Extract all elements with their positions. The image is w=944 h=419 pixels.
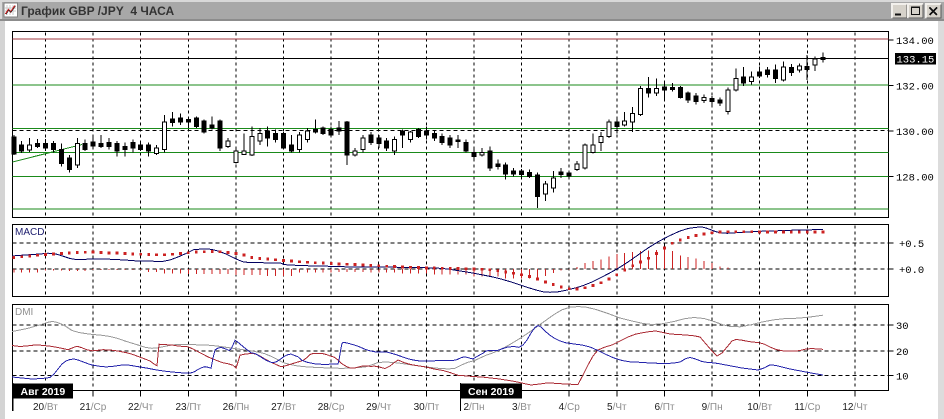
svg-text:+0.5: +0.5 (899, 239, 924, 251)
svg-text:2/Пн: 2/Пн (463, 402, 484, 413)
svg-text:22/Чт: 22/Чт (128, 402, 154, 413)
svg-text:134.00: 134.00 (896, 36, 934, 48)
svg-text:DMI: DMI (15, 307, 33, 318)
svg-text:4/Ср: 4/Ср (559, 402, 581, 413)
svg-text:Сен 2019: Сен 2019 (468, 386, 514, 398)
svg-text:Авг 2019: Авг 2019 (21, 386, 66, 398)
svg-text:133.15: 133.15 (897, 55, 935, 67)
svg-text:29/Чт: 29/Чт (366, 402, 392, 413)
svg-text:130.00: 130.00 (896, 127, 934, 139)
svg-text:20/Вт: 20/Вт (33, 402, 58, 413)
svg-text:23/Пт: 23/Пт (175, 402, 201, 413)
svg-text:132.00: 132.00 (896, 82, 934, 94)
svg-text:6/Пт: 6/Пт (654, 402, 675, 413)
svg-text:12/Чт: 12/Чт (842, 402, 868, 413)
svg-text:9/Пн: 9/Пн (702, 402, 723, 413)
svg-text:20: 20 (896, 347, 909, 359)
svg-text:30: 30 (896, 321, 909, 333)
svg-text:27/Вт: 27/Вт (271, 402, 296, 413)
svg-text:26/Пн: 26/Пн (223, 402, 250, 413)
svg-text:10: 10 (896, 372, 909, 384)
svg-text:3/Вт: 3/Вт (512, 402, 532, 413)
svg-text:21/Ср: 21/Ср (80, 402, 107, 413)
svg-text:128.00: 128.00 (896, 173, 934, 185)
svg-text:MACD: MACD (15, 227, 44, 238)
svg-text:График GBP /JPY 4 ЧАСА: График GBP /JPY 4 ЧАСА (21, 4, 175, 18)
svg-text:5/Чт: 5/Чт (607, 402, 627, 413)
svg-text:28/Ср: 28/Ср (318, 402, 345, 413)
svg-text:10/Вт: 10/Вт (747, 402, 772, 413)
svg-text:11/Ср: 11/Ср (794, 402, 820, 413)
svg-text:+0.0: +0.0 (899, 265, 924, 277)
svg-text:30/Пт: 30/Пт (414, 402, 440, 413)
